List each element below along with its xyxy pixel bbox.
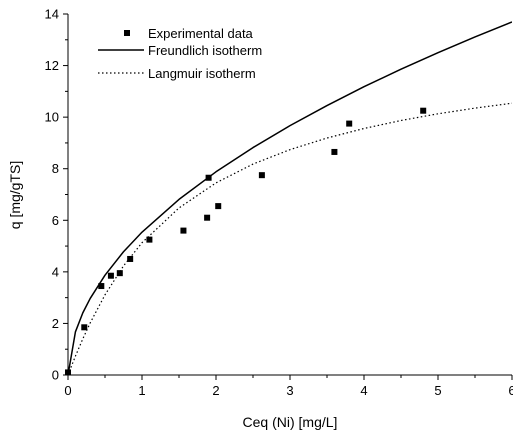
- data-point: [215, 203, 222, 210]
- freundlich-curve: [68, 21, 512, 375]
- x-axis-title: Ceq (Ni) [mg/L]: [243, 414, 338, 430]
- x-tick-label: 3: [286, 383, 293, 398]
- y-tick-label: 0: [52, 368, 59, 383]
- legend: Experimental data Freundlich isotherm La…: [98, 26, 262, 81]
- x-tick-label: 0: [64, 383, 71, 398]
- data-point: [331, 148, 338, 155]
- langmuir-curve: [68, 102, 512, 375]
- data-point: [204, 214, 211, 221]
- data-point: [127, 255, 134, 262]
- y-tick-label: 10: [45, 110, 59, 125]
- legend-label-experimental-data: Experimental data: [148, 26, 254, 41]
- data-point: [205, 174, 212, 181]
- x-tick-label: 6: [508, 383, 513, 398]
- x-tick-label: 1: [138, 383, 145, 398]
- y-tick-label: 4: [52, 264, 59, 279]
- data-point: [180, 227, 187, 234]
- series-layer: [68, 21, 512, 375]
- y-tick-label: 2: [52, 316, 59, 331]
- legend-marker-experimental-data: [124, 30, 130, 36]
- data-point: [346, 120, 353, 127]
- data-point: [116, 270, 123, 277]
- data-point: [258, 172, 265, 179]
- y-tick-label: 14: [45, 7, 59, 22]
- y-tick-label: 8: [52, 161, 59, 176]
- data-point: [65, 369, 71, 376]
- data-point: [146, 236, 153, 243]
- plot-frame: [67, 14, 512, 376]
- x-tick-label: 2: [212, 383, 219, 398]
- y-axis-title: q [mg/gTS]: [7, 161, 23, 229]
- legend-label-langmuir: Langmuir isotherm: [148, 66, 256, 81]
- data-point: [107, 272, 114, 279]
- legend-label-freundlich: Freundlich isotherm: [148, 43, 262, 58]
- x-tick-label: 5: [434, 383, 441, 398]
- y-tick-label: 12: [45, 58, 59, 73]
- data-point: [98, 283, 105, 290]
- points-layer: [65, 107, 427, 376]
- x-tick-label: 4: [360, 383, 367, 398]
- data-point: [420, 107, 427, 114]
- data-point: [81, 324, 88, 331]
- y-tick-label: 6: [52, 213, 59, 228]
